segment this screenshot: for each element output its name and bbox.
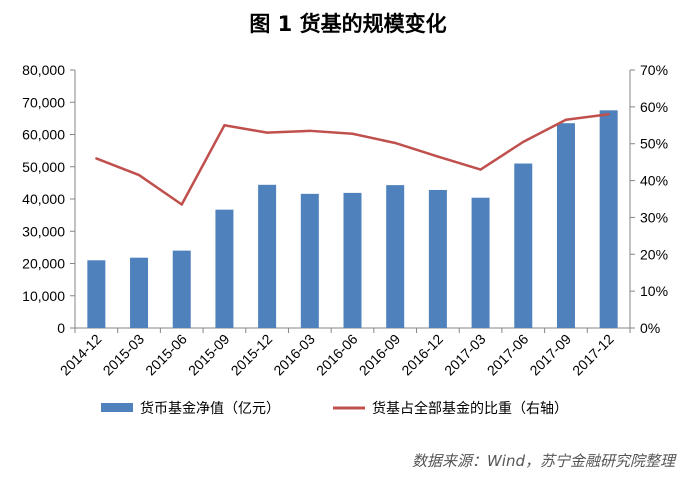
right-tick-label: 50% [640, 136, 668, 152]
right-tick-label: 40% [640, 173, 668, 189]
x-axis-ticks: 2014-122015-032015-062015-092015-122016-… [57, 328, 631, 379]
bar [599, 110, 618, 328]
ratio-point [564, 118, 568, 121]
x-tick-label: 2016-09 [356, 331, 404, 379]
left-tick-label: 20,000 [22, 256, 65, 272]
line-series [95, 112, 610, 206]
left-tick-label: 30,000 [22, 223, 65, 239]
right-axis-ticks: 0% 10% 20% 30% 40% 50% 60% 70% [630, 62, 668, 336]
legend: 货币基金净值（亿元） 货基占全部基金的比重（右轴） [101, 400, 568, 417]
x-tick-label: 2017-12 [569, 331, 617, 379]
left-tick-label: 0 [57, 320, 65, 336]
ratio-point [265, 131, 269, 134]
right-tick-label: 70% [640, 62, 668, 78]
bar [471, 197, 490, 328]
x-tick-label: 2017-06 [484, 331, 532, 379]
bar [87, 260, 106, 328]
bar [514, 163, 533, 328]
x-tick-label: 2014-12 [57, 331, 105, 379]
left-tick-label: 50,000 [22, 159, 65, 175]
ratio-point [308, 129, 312, 133]
legend-bar-label: 货币基金净值（亿元） [140, 400, 280, 417]
ratio-point [137, 173, 141, 177]
x-tick-label: 2016-03 [270, 331, 318, 379]
bar [300, 193, 319, 328]
x-tick-label: 2016-12 [398, 331, 446, 379]
x-tick-label: 2015-09 [185, 331, 233, 379]
left-tick-label: 70,000 [22, 94, 65, 110]
bar-series [87, 110, 618, 329]
right-tick-label: 30% [640, 209, 668, 225]
left-tick-label: 40,000 [22, 191, 65, 207]
right-tick-label: 60% [640, 99, 668, 115]
x-tick-label: 2015-06 [142, 331, 190, 379]
ratio-point [351, 132, 354, 135]
left-tick-label: 80,000 [22, 62, 65, 78]
ratio-point [95, 157, 98, 160]
x-tick-label: 2015-03 [100, 331, 148, 379]
right-tick-label: 0% [640, 320, 660, 336]
left-tick-label: 10,000 [22, 288, 65, 304]
bar [258, 184, 277, 328]
left-axis-ticks: 0 10,000 20,000 30,000 40,000 50,000 60,000 70,… [22, 62, 75, 336]
ratio-point [522, 140, 525, 144]
source-note: 数据来源：Wind，苏宁金融研究院整理 [412, 452, 677, 470]
ratio-point [436, 155, 440, 158]
legend-bar-swatch [101, 403, 133, 412]
x-tick-label: 2015-12 [228, 331, 276, 379]
x-tick-label: 2017-09 [526, 331, 574, 379]
ratio-point [607, 113, 610, 116]
ratio-point [393, 141, 397, 145]
bar [172, 250, 191, 328]
left-tick-label: 60,000 [22, 127, 65, 143]
ratio-point [223, 124, 226, 127]
x-tick-label: 2016-06 [313, 331, 361, 379]
ratio-point [479, 168, 482, 171]
chart-title: 图 1 货基的规模变化 [249, 12, 446, 36]
bar [130, 257, 149, 328]
right-tick-label: 20% [640, 246, 668, 262]
x-tick-label: 2017-03 [441, 331, 489, 379]
bar [556, 123, 575, 329]
legend-line-label: 货基占全部基金的比重（右轴） [372, 400, 568, 417]
ratio-point [180, 203, 183, 206]
bar [215, 209, 234, 328]
bar [428, 189, 447, 328]
bar [386, 185, 405, 328]
right-tick-label: 10% [640, 283, 668, 299]
bar [343, 192, 362, 328]
